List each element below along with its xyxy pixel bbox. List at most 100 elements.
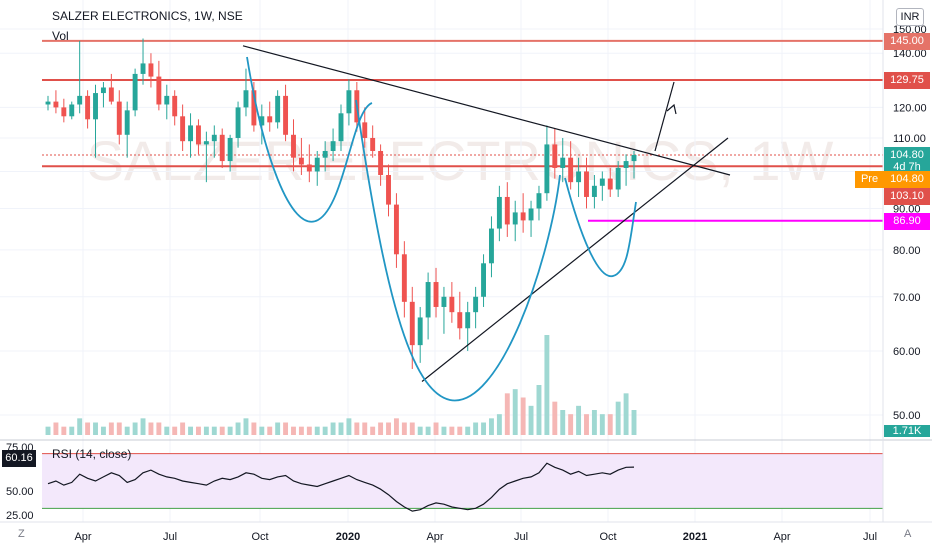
volume-bar	[180, 422, 186, 435]
volume-bar	[275, 422, 281, 435]
candle-body	[520, 212, 526, 221]
candle-body	[322, 150, 328, 158]
time-axis[interactable]: Apr Jul Oct 2020 Apr Jul Oct 2021 Apr Jul	[0, 521, 932, 543]
volume-tag: 1.71K	[884, 425, 930, 437]
candle-body	[346, 90, 352, 114]
volume-bar	[259, 426, 265, 435]
candle-body	[235, 107, 241, 138]
volume-bar	[615, 401, 621, 435]
time-tick-label: Apr	[74, 531, 91, 543]
candle-body	[425, 282, 431, 318]
volume-bar	[164, 426, 170, 435]
candle-body	[61, 107, 67, 117]
arrow-head	[666, 103, 677, 115]
volume-bar	[489, 418, 494, 435]
candle-body	[560, 157, 566, 168]
rsi-label: RSI (14, close)	[52, 447, 131, 461]
volume-bar	[148, 422, 154, 435]
watermark-text: SALZER ELECTRONICS, 1W	[87, 129, 834, 192]
volume-bar	[77, 418, 83, 435]
candle-body	[85, 95, 91, 120]
candle-body	[599, 178, 605, 186]
volume-bar	[370, 426, 376, 435]
time-tick-label: Oct	[599, 531, 616, 543]
zoom-icon[interactable]: Z	[18, 528, 25, 540]
candle-body	[267, 116, 273, 123]
volume-bar	[631, 410, 637, 435]
candle-body	[251, 90, 257, 126]
candle-body	[584, 171, 589, 197]
price-tag: 129.75	[884, 71, 930, 89]
price-tick-label: 140.00	[893, 48, 927, 60]
volume-bar	[172, 426, 178, 435]
rsi-tick-label: 25.00	[6, 510, 34, 522]
volume-bar	[568, 414, 574, 435]
rsi-value-tag: 60.16	[2, 450, 36, 467]
candle-body	[227, 137, 233, 162]
volume-bar	[132, 422, 138, 435]
volume-bar	[393, 418, 399, 435]
candle-body	[243, 90, 249, 108]
price-tick-label: 70.00	[893, 292, 921, 304]
volume-bar	[409, 422, 415, 435]
volume-bar	[623, 393, 629, 435]
volume-bar	[481, 422, 486, 435]
volume-bar	[124, 426, 130, 435]
candle-body	[306, 164, 312, 172]
time-tick-label: Jul	[863, 531, 877, 543]
candle-body	[576, 171, 582, 183]
candle-body	[100, 87, 106, 94]
volume-bar	[196, 426, 201, 435]
candle-body	[362, 122, 368, 138]
volume-bar	[100, 426, 106, 435]
candle-body	[156, 76, 162, 105]
candle-body	[219, 134, 225, 162]
small-cup-left	[246, 56, 373, 223]
volume-bar	[512, 389, 518, 435]
volume-bar	[243, 418, 249, 435]
volume-bar	[528, 405, 534, 435]
auto-scale-icon[interactable]: A	[904, 528, 912, 540]
volume-bar	[283, 422, 289, 435]
candle-body	[409, 301, 415, 346]
rsi-line	[47, 462, 635, 512]
volume-bar	[227, 426, 233, 435]
candle-body	[568, 157, 574, 183]
candle-body	[314, 157, 320, 172]
volume-bar	[298, 426, 304, 435]
candle-body	[378, 150, 384, 175]
candle-body	[259, 116, 265, 126]
volume-bar	[433, 422, 439, 435]
candle-body	[140, 63, 146, 74]
candlestick-series	[45, 38, 637, 369]
volume-bar	[386, 422, 391, 435]
volume-bar	[322, 426, 328, 435]
candle-body	[45, 101, 51, 105]
volume-bar	[45, 426, 51, 435]
candle-body	[203, 141, 209, 145]
time-tick-label: 2021	[683, 531, 707, 543]
breakout-arrow	[654, 81, 675, 152]
candle-body	[132, 73, 138, 111]
price-tag: 104.80	[884, 171, 930, 189]
volume-bar	[291, 426, 296, 435]
volume-bar	[599, 414, 605, 435]
volume-bar	[354, 422, 360, 435]
price-tick-label: 80.00	[893, 245, 921, 257]
volume-bar	[465, 426, 471, 435]
symbol-title: SALZER ELECTRONICS, 1W, NSE	[52, 9, 243, 23]
candle-body	[93, 93, 98, 120]
candle-body	[433, 282, 439, 307]
time-tick-label: Jul	[514, 531, 528, 543]
time-tick-label: Apr	[773, 531, 790, 543]
candle-body	[473, 296, 479, 313]
volume-bar	[93, 422, 98, 435]
time-tick-label: Apr	[426, 531, 443, 543]
volume-bar	[520, 397, 526, 435]
volume-bar	[314, 426, 320, 435]
volume-bar	[449, 426, 455, 435]
currency-badge[interactable]: INR	[896, 8, 924, 26]
volume-bars	[45, 335, 637, 435]
